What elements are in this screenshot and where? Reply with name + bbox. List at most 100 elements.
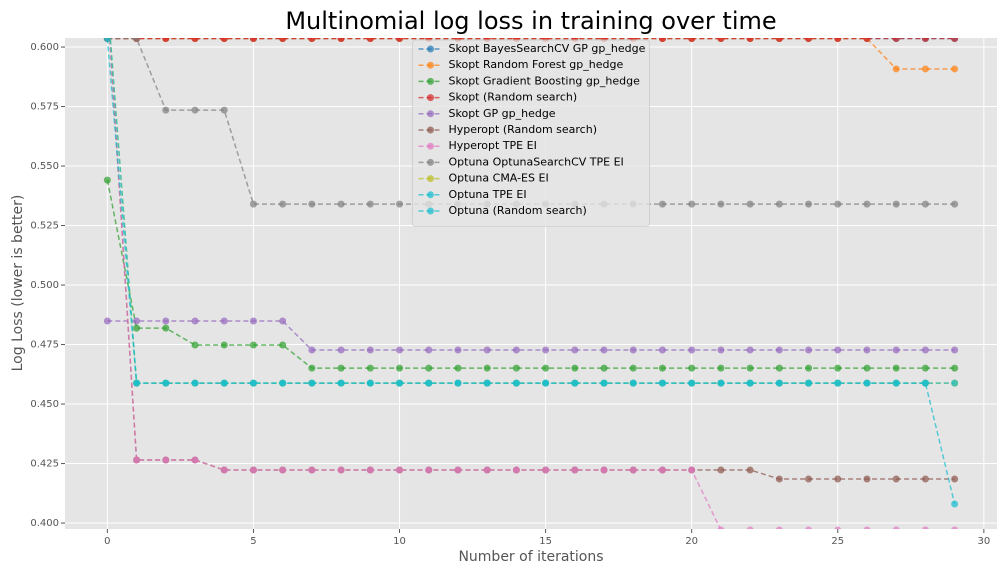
data-point: [892, 200, 900, 208]
data-point: [220, 341, 228, 349]
data-point: [162, 317, 170, 325]
data-point: [922, 526, 929, 529]
data-point: [951, 346, 959, 354]
data-point: [629, 346, 637, 354]
legend-marker: [427, 110, 434, 118]
data-point: [658, 379, 666, 387]
data-point: [104, 0, 111, 3]
data-point: [191, 341, 199, 349]
grid: [65, 38, 997, 529]
legend-marker: [427, 175, 434, 183]
data-point: [220, 106, 228, 114]
data-point: [454, 346, 462, 354]
data-point: [805, 38, 813, 42]
x-axis-label: Number of iterations: [458, 549, 603, 565]
data-point: [892, 364, 900, 372]
data-point: [162, 379, 170, 387]
data-point: [571, 346, 579, 354]
data-point: [483, 346, 491, 354]
data-point: [279, 379, 287, 387]
data-point: [133, 456, 141, 464]
data-point: [688, 200, 696, 208]
data-point: [133, 38, 141, 42]
data-point: [805, 346, 813, 354]
y-tick-label: 0.425: [30, 459, 59, 470]
data-point: [834, 475, 842, 483]
data-point: [805, 475, 813, 483]
plot-lines: [103, 0, 959, 529]
data-point: [308, 38, 316, 42]
data-point: [892, 526, 900, 529]
data-point: [805, 526, 812, 529]
data-point: [717, 364, 725, 372]
data-point: [220, 317, 228, 325]
data-point: [133, 324, 141, 332]
legend: Skopt BayesSearchCV GP gp_hedge Skopt Ran…: [412, 39, 650, 227]
y-tick-label: 0.550: [30, 161, 59, 172]
data-point: [951, 526, 959, 529]
data-point: [542, 364, 550, 372]
legend-marker: [427, 45, 434, 53]
data-point: [396, 364, 404, 372]
data-point: [863, 475, 871, 483]
data-point: [805, 379, 813, 387]
y-tick-label: 0.500: [30, 280, 59, 291]
legend-label: Optuna TPE EI: [449, 188, 527, 201]
data-point: [425, 466, 433, 474]
data-point: [892, 38, 900, 42]
series-line: [106, 179, 955, 369]
data-point: [103, 176, 111, 184]
data-point: [191, 379, 199, 387]
legend-label: Skopt GP gp_hedge: [449, 107, 556, 120]
data-point: [805, 200, 813, 208]
data-point: [717, 38, 725, 42]
data-point: [396, 346, 404, 354]
data-point: [746, 526, 754, 529]
data-point: [629, 379, 637, 387]
data-point: [600, 379, 608, 387]
data-point: [279, 38, 287, 42]
data-point: [366, 200, 374, 208]
data-point: [775, 475, 783, 483]
data-point: [366, 346, 374, 354]
legend-marker: [427, 207, 434, 215]
series-line: [106, 38, 956, 505]
y-axis-label: Log Loss (lower is better): [10, 195, 26, 372]
data-point: [162, 324, 170, 332]
data-point: [717, 200, 725, 208]
data-point: [104, 0, 111, 3]
legend-box: [412, 39, 650, 227]
legend-label: Hyperopt TPE EI: [449, 139, 537, 152]
legend-label: Skopt BayesSearchCV GP gp_hedge: [449, 42, 646, 55]
y-tick-label: 0.575: [30, 102, 59, 113]
data-point: [746, 346, 754, 354]
y-tick-label: 0.525: [30, 221, 59, 232]
data-point: [542, 346, 550, 354]
data-point: [629, 466, 637, 474]
data-point: [863, 346, 871, 354]
data-point: [337, 200, 345, 208]
data-point: [337, 379, 345, 387]
data-point: [454, 466, 462, 474]
data-point: [308, 364, 316, 372]
data-point: [834, 346, 842, 354]
data-point: [775, 200, 783, 208]
data-point: [542, 466, 550, 474]
data-point: [658, 38, 666, 42]
x-tick-label: 5: [250, 536, 256, 547]
x-tick-label: 30: [977, 536, 990, 547]
data-point: [279, 341, 287, 349]
data-point: [746, 38, 754, 42]
data-point: [483, 379, 491, 387]
data-point: [483, 466, 491, 474]
data-point: [104, 0, 111, 3]
data-point: [892, 65, 900, 73]
data-point: [951, 379, 959, 387]
legend-marker: [427, 126, 434, 134]
data-point: [951, 200, 959, 208]
data-point: [249, 466, 257, 474]
data-point: [951, 65, 959, 73]
data-point: [162, 106, 170, 114]
data-point: [688, 466, 696, 474]
